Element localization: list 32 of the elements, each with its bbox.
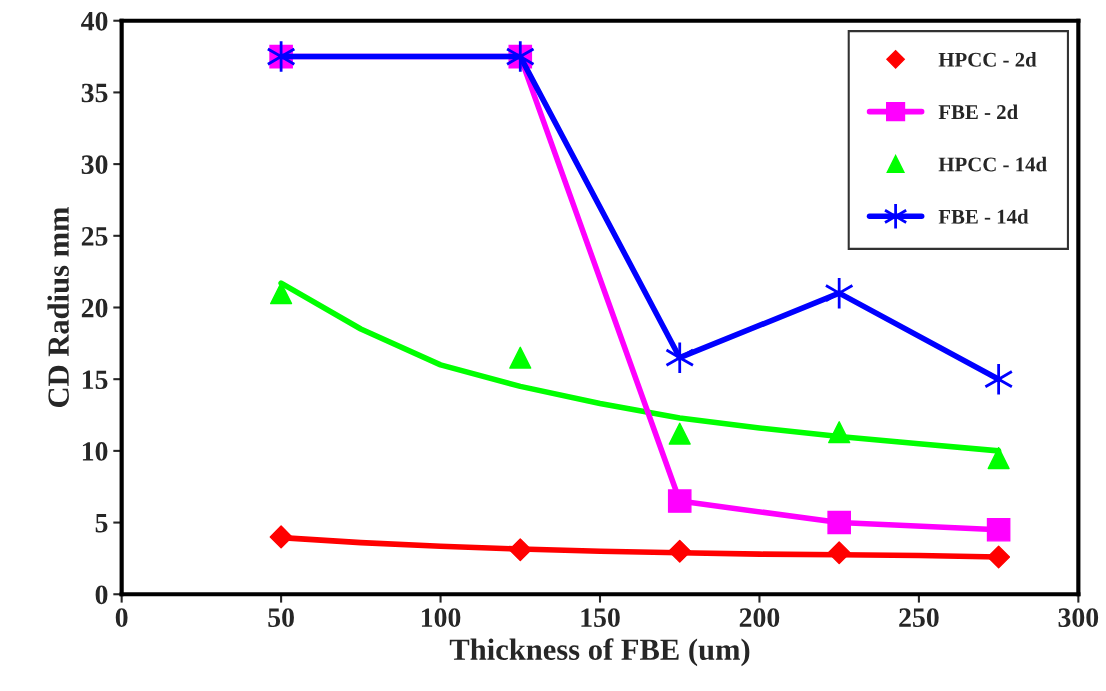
x-tick-label: 0 xyxy=(115,608,128,627)
legend-label: HPCC - 14d xyxy=(938,156,1047,172)
legend-label: FBE - 14d xyxy=(938,209,1029,224)
point xyxy=(667,489,692,513)
x-tick-label: 300 xyxy=(1058,608,1099,627)
y-tick-label: 25 xyxy=(81,227,108,246)
legend-label: FBE - 2d xyxy=(938,104,1018,120)
x-tick-label: 250 xyxy=(899,608,939,627)
x-tick-label: 100 xyxy=(421,608,461,627)
point xyxy=(269,282,293,305)
y-tick-label: 20 xyxy=(81,298,108,318)
y-tick-label: 30 xyxy=(81,155,108,175)
point xyxy=(668,422,691,445)
x-tick-label: 150 xyxy=(581,608,620,627)
y-tick-label: 10 xyxy=(82,442,108,461)
y-axis-title: CD Radius mm xyxy=(47,207,69,408)
point xyxy=(987,446,1010,470)
x-tick-label: 50 xyxy=(268,608,294,627)
x-tick-label: 200 xyxy=(739,608,780,627)
y-tick-label: 5 xyxy=(95,514,108,533)
point xyxy=(665,341,695,375)
y-tick-label: 15 xyxy=(82,370,108,390)
x-axis-title: Thickness of FBE (um) xyxy=(449,638,750,667)
point xyxy=(986,517,1011,542)
point xyxy=(509,346,532,369)
y-tick-label: 40 xyxy=(81,11,108,31)
point xyxy=(984,362,1014,396)
point xyxy=(827,510,851,535)
y-tick-label: 0 xyxy=(95,585,108,605)
legend-label: HPCC - 2d xyxy=(938,52,1037,67)
point xyxy=(824,276,854,310)
y-tick-label: 35 xyxy=(81,83,108,103)
